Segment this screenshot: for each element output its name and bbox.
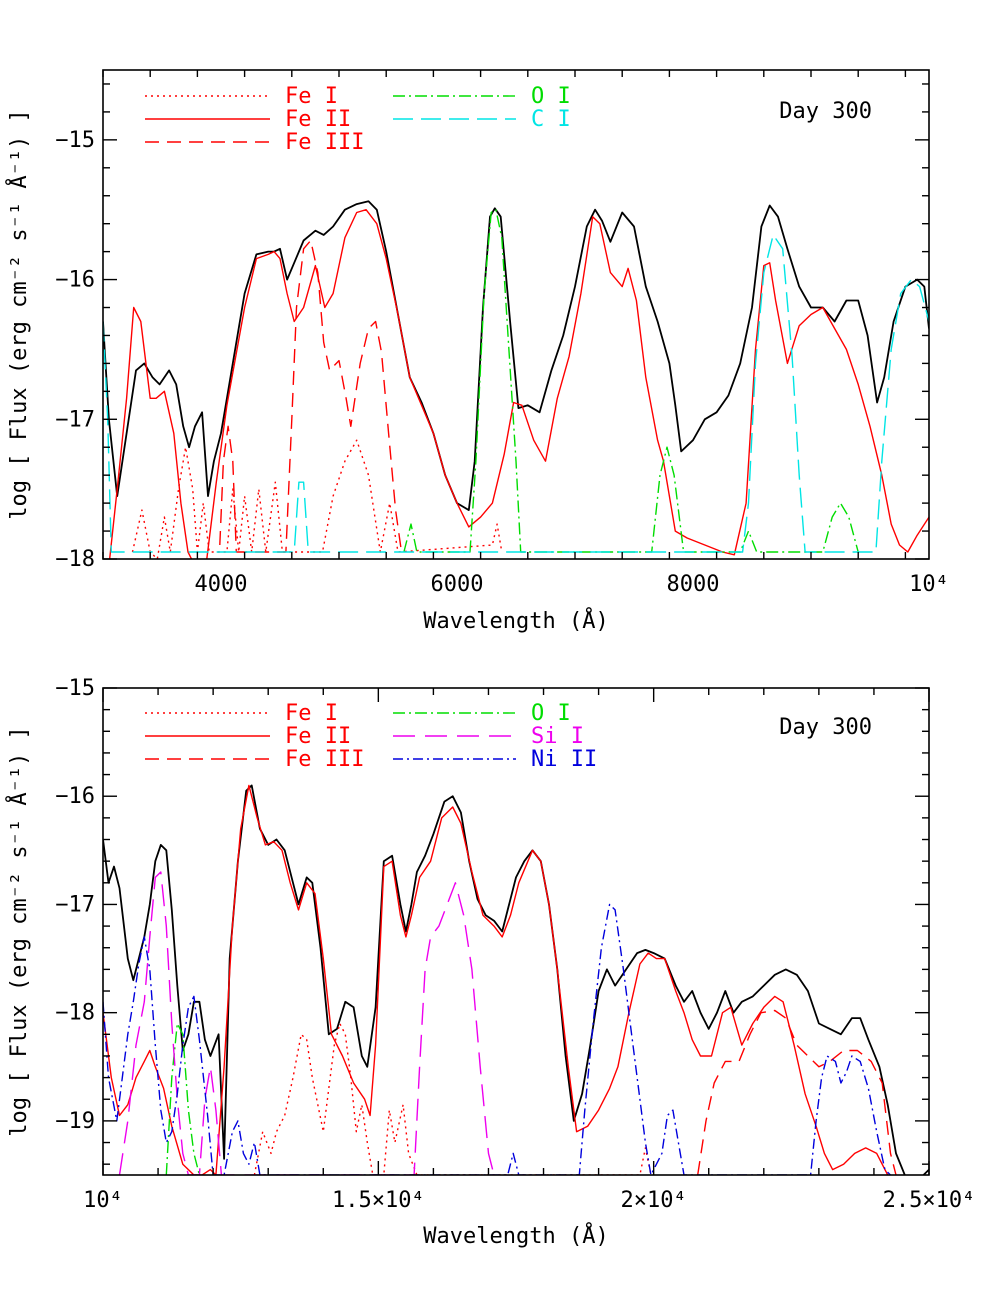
- y-axis-label: log [ Flux (erg cm⁻² s⁻¹ Å⁻¹) ]: [5, 109, 32, 520]
- legend-label: Ni II: [531, 747, 597, 772]
- y-tick-label: −18: [55, 1001, 95, 1026]
- legend-label: Fe II: [285, 107, 351, 132]
- legend-label: O I: [531, 701, 571, 726]
- legend-label: Fe I: [285, 84, 338, 109]
- day-annotation: Day 300: [779, 99, 872, 124]
- x-axis-label: Wavelength (Å): [423, 607, 608, 634]
- series-fe-i: [253, 1022, 652, 1175]
- series-ni-ii: [103, 903, 891, 1175]
- series-group: [103, 200, 929, 559]
- y-tick-label: −16: [55, 268, 95, 293]
- y-tick-label: −19: [55, 1109, 95, 1134]
- series-c-i: [103, 234, 929, 553]
- series-fe-ii: [103, 784, 929, 1175]
- x-tick-label: 6000: [431, 572, 484, 597]
- legend-label: Fe II: [285, 724, 351, 749]
- x-tick-label: 4000: [195, 572, 248, 597]
- day-annotation: Day 300: [779, 715, 872, 740]
- x-tick-label: 1.5×10⁴: [332, 1188, 425, 1213]
- series-o-i: [403, 209, 859, 553]
- legend-label: Fe III: [285, 130, 364, 155]
- series-total: [103, 784, 929, 1175]
- x-tick-label: 8000: [667, 572, 720, 597]
- legend-label: Fe III: [285, 747, 364, 772]
- y-tick-label: −18: [55, 547, 95, 572]
- panel-bottom: 10⁴ 1.5×10⁴ 2×10⁴ 2.5×10⁴ −15 −16 −17 −18 −19 Wav…: [5, 676, 975, 1249]
- x-tick-label: 2×10⁴: [621, 1188, 687, 1213]
- legend-label: C I: [531, 107, 571, 132]
- plot-frame: [102, 687, 930, 1176]
- x-tick-label: 2.5×10⁴: [883, 1188, 976, 1213]
- legend-label: Si I: [531, 724, 584, 749]
- y-tick-label: −15: [55, 128, 95, 153]
- series-fe-iii: [219, 239, 403, 553]
- series-o-i: [165, 1022, 201, 1175]
- plot-frame: [102, 69, 930, 560]
- x-tick-label: 10⁴: [909, 572, 949, 597]
- series-fe-ii: [108, 209, 929, 559]
- series-si-i: [118, 871, 495, 1175]
- panel-top: 4000 6000 8000 10⁴ −15 −16 −17 −18 Wavelength (Å…: [5, 69, 949, 634]
- y-tick-label: −16: [55, 784, 95, 809]
- x-tick-label: 10⁴: [83, 1188, 123, 1213]
- legend-label: O I: [531, 84, 571, 109]
- y-axis-label: log [ Flux (erg cm⁻² s⁻¹ Å⁻¹) ]: [5, 726, 32, 1137]
- y-tick-label: −17: [55, 892, 95, 917]
- legend-label: Fe I: [285, 701, 338, 726]
- y-tick-label: −17: [55, 407, 95, 432]
- series-fe-i: [131, 439, 503, 559]
- y-tick-label: −15: [55, 676, 95, 701]
- x-axis-label: Wavelength (Å): [423, 1222, 608, 1249]
- series-fe-iii: [697, 1009, 897, 1175]
- series-group: [103, 784, 929, 1175]
